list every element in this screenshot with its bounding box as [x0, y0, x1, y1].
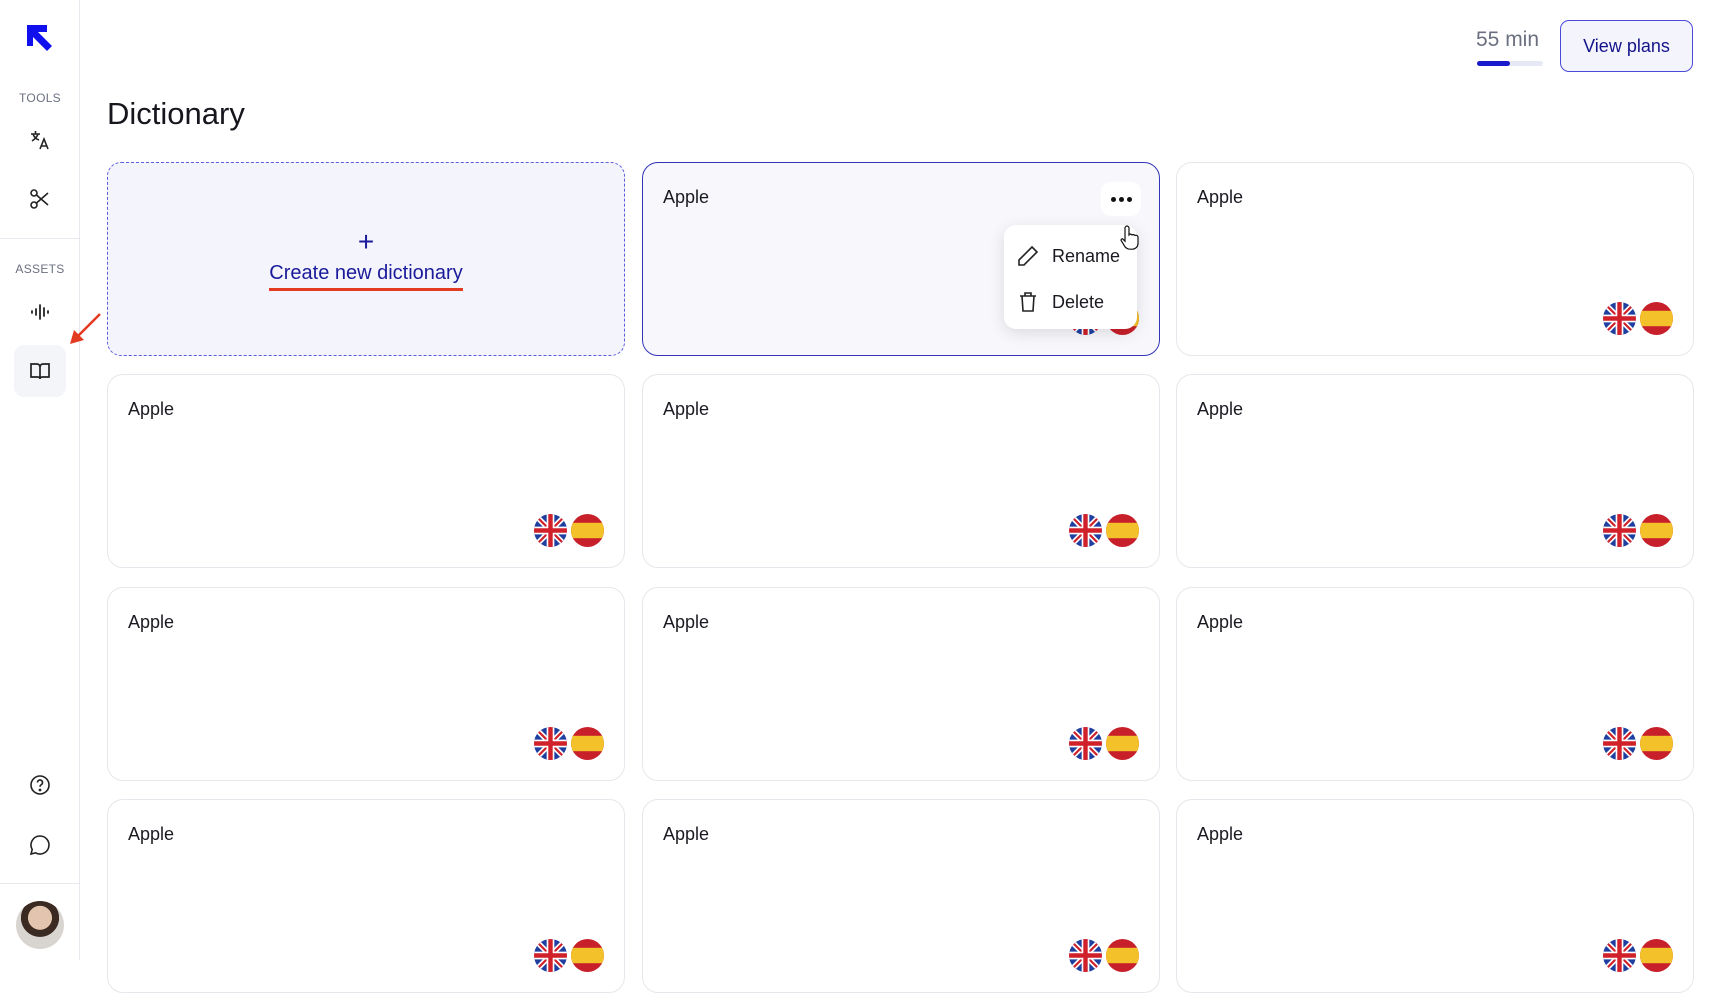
dictionary-name: Apple [1197, 187, 1244, 207]
language-flags [1603, 514, 1673, 547]
dictionary-card[interactable]: Apple [642, 374, 1160, 568]
logo-arrow-icon [27, 25, 52, 51]
sidebar: TOOLS ASSETS [0, 0, 80, 960]
dictionary-name: Apple [663, 612, 710, 632]
dictionary-name: Apple [663, 399, 710, 419]
waveform-icon [31, 304, 49, 320]
uk-flag-icon [1069, 514, 1102, 547]
dictionary-card[interactable]: Apple [107, 374, 625, 568]
dictionary-name: Apple [128, 824, 175, 844]
dictionary-card[interactable]: Apple [1176, 799, 1694, 993]
book-icon [30, 363, 50, 380]
language-flags [534, 939, 604, 972]
plus-icon: + [357, 225, 375, 257]
language-flags [1603, 727, 1673, 760]
translate-icon [31, 131, 49, 150]
chat-icon [29, 835, 50, 856]
voices-asset[interactable] [0, 292, 80, 332]
assets-label: ASSETS [15, 262, 65, 276]
tools-label: TOOLS [19, 91, 61, 105]
uk-flag-icon [1069, 727, 1102, 760]
uk-flag-icon [1069, 939, 1102, 972]
rename-menu-item[interactable]: Rename [1004, 233, 1137, 279]
spain-flag-icon [1640, 727, 1673, 760]
card-context-menu: Rename Delete [1004, 225, 1137, 329]
dictionary-name: Apple [128, 612, 175, 632]
rename-label: Rename [1052, 245, 1121, 266]
translate-tool[interactable] [0, 120, 80, 160]
more-options-button[interactable] [1101, 182, 1141, 216]
help-icon [30, 775, 50, 795]
spain-flag-icon [571, 727, 604, 760]
pencil-icon [1018, 245, 1039, 266]
user-avatar[interactable] [0, 901, 80, 949]
dictionary-card[interactable]: Apple [1176, 162, 1694, 356]
view-plans-button[interactable]: View plans [1560, 20, 1693, 72]
language-flags [1069, 939, 1139, 972]
language-flags [534, 727, 604, 760]
chat-button[interactable] [0, 825, 80, 865]
uk-flag-icon [534, 514, 567, 547]
dictionary-name: Apple [1197, 824, 1244, 844]
dictionary-name: Apple [663, 187, 710, 207]
dictionary-card[interactable]: Apple [107, 587, 625, 781]
dictionary-name: Apple [128, 399, 175, 419]
dictionary-name: Apple [663, 824, 710, 844]
dictionary-card[interactable]: Apple [642, 587, 1160, 781]
hand-cursor-icon [1120, 225, 1139, 250]
uk-flag-icon [534, 939, 567, 972]
uk-flag-icon [1603, 302, 1636, 335]
uk-flag-icon [1603, 939, 1636, 972]
minutes-progress-bar [1477, 61, 1543, 66]
language-flags [1069, 727, 1139, 760]
spain-flag-icon [571, 939, 604, 972]
spain-flag-icon [1106, 939, 1139, 972]
language-flags [534, 514, 604, 547]
create-dictionary-label: Create new dictionary [269, 262, 463, 291]
page-title: Dictionary [107, 96, 245, 131]
delete-menu-item[interactable]: Delete [1004, 279, 1137, 325]
scissors-icon [30, 189, 49, 209]
language-flags [1603, 302, 1673, 335]
trash-icon [1020, 292, 1036, 312]
dictionary-card[interactable]: Apple [1176, 587, 1694, 781]
uk-flag-icon [1603, 727, 1636, 760]
language-flags [1603, 939, 1673, 972]
dictionary-name: Apple [1197, 399, 1244, 419]
spain-flag-icon [571, 514, 604, 547]
create-dictionary-card[interactable]: + Create new dictionary [107, 162, 625, 356]
language-flags [1069, 514, 1139, 547]
help-button[interactable] [0, 765, 80, 805]
uk-flag-icon [1603, 514, 1636, 547]
sidebar-divider [0, 238, 80, 239]
spain-flag-icon [1640, 514, 1673, 547]
spain-flag-icon [1106, 727, 1139, 760]
logo[interactable] [0, 22, 80, 54]
dictionary-name: Apple [1197, 612, 1244, 632]
dictionary-card[interactable]: Apple [642, 799, 1160, 993]
dictionary-card[interactable]: Apple [107, 799, 625, 993]
sidebar-divider [0, 883, 80, 884]
annotation-arrow-icon [70, 313, 101, 344]
minutes-progress-fill [1477, 61, 1510, 66]
dictionary-card[interactable]: Apple [1176, 374, 1694, 568]
minutes-remaining: 55 min [1476, 28, 1540, 51]
spain-flag-icon [1640, 302, 1673, 335]
delete-label: Delete [1052, 291, 1105, 312]
scissors-tool[interactable] [0, 179, 80, 219]
spain-flag-icon [1106, 514, 1139, 547]
spain-flag-icon [1640, 939, 1673, 972]
uk-flag-icon [534, 727, 567, 760]
dictionary-asset[interactable] [0, 345, 80, 397]
